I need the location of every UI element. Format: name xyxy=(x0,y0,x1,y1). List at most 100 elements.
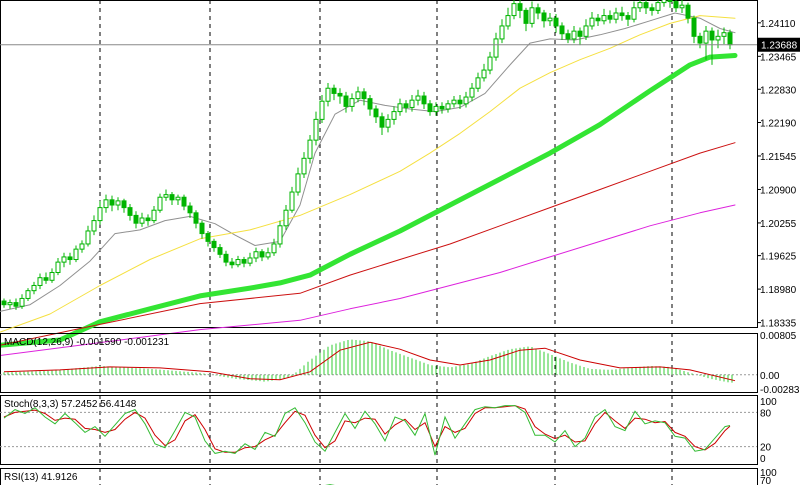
candle-body xyxy=(649,7,655,11)
sma_longest-line xyxy=(0,204,736,356)
candle-body xyxy=(547,17,553,22)
candle-body xyxy=(433,105,439,113)
candle-body xyxy=(469,87,475,98)
price-panel: 1.24110 1.23465 1.22830 1.22190 1.21545 1.209… xyxy=(0,0,800,356)
candle-body xyxy=(535,7,541,14)
y-tick-label: 1.20900 xyxy=(760,185,797,196)
y-tick-label: 1.18335 xyxy=(760,319,797,330)
candle-body xyxy=(439,105,445,110)
price-frame xyxy=(0,0,758,328)
macd-tick-label: 0.00805 xyxy=(760,331,797,342)
macd-tick-label: 0.00 xyxy=(760,371,780,382)
candle-body xyxy=(415,95,421,101)
y-tick-label: 1.18980 xyxy=(760,285,797,296)
candle-body xyxy=(697,35,703,44)
rsi-frame xyxy=(0,468,758,486)
candle-body xyxy=(25,290,31,299)
candle-body xyxy=(679,4,685,9)
candle-body xyxy=(613,12,619,20)
candle-body xyxy=(67,256,73,261)
y-tick-label: 1.24110 xyxy=(760,19,796,30)
candle-body xyxy=(103,199,109,209)
candle-body xyxy=(517,3,523,11)
candle-body xyxy=(181,196,187,207)
candle-body xyxy=(631,7,637,20)
candle-body xyxy=(43,277,49,281)
current-price-label: 1.23688 xyxy=(761,41,798,52)
candle-body xyxy=(19,297,25,307)
candle-body xyxy=(277,225,283,245)
candle-body xyxy=(331,87,337,94)
candle-body xyxy=(421,95,427,105)
candle-body xyxy=(379,116,385,128)
candle-body xyxy=(79,243,85,250)
current-price-box xyxy=(758,37,800,52)
candle-body xyxy=(133,214,139,224)
sma_slow-line xyxy=(0,53,738,348)
candle-body xyxy=(607,15,613,20)
candle-body xyxy=(565,33,571,40)
candle-body xyxy=(265,252,271,258)
candle-body xyxy=(463,96,469,105)
candle-body xyxy=(343,95,349,107)
candle-body xyxy=(721,32,727,37)
candle-body xyxy=(253,251,259,259)
candle-body xyxy=(703,30,709,44)
y-tick-label: 1.19625 xyxy=(760,252,797,263)
candle-body xyxy=(31,284,37,292)
candle-body xyxy=(505,15,511,27)
candle-body xyxy=(85,230,91,245)
candle-body xyxy=(385,118,391,128)
candle-body xyxy=(685,4,691,19)
candle-body xyxy=(589,17,595,27)
macd-panel: MACD(12,26,9) -0.001590 -0.001231 0.00805… xyxy=(0,331,800,396)
candle-body xyxy=(661,0,667,4)
candle-body xyxy=(625,15,631,20)
candle-body xyxy=(247,257,253,264)
candle-body xyxy=(709,30,715,41)
candle-body xyxy=(691,17,697,37)
candle-body xyxy=(193,212,199,224)
y-tick-label: 1.22830 xyxy=(760,85,797,96)
candle-body xyxy=(319,100,325,120)
y-tick-label: 1.23465 xyxy=(760,52,797,63)
candle-body xyxy=(727,32,733,46)
candle-body xyxy=(457,99,463,105)
stoch-tick-label: 0 xyxy=(760,454,766,465)
candle-body xyxy=(199,222,205,235)
candle-body xyxy=(583,25,589,37)
candle-body xyxy=(643,2,649,9)
candle-body xyxy=(493,38,499,58)
candle-body xyxy=(217,247,223,255)
candle-body xyxy=(511,3,517,17)
candle-body xyxy=(553,17,559,27)
candle-body xyxy=(1,300,7,306)
candle-body xyxy=(157,196,163,211)
candle-body xyxy=(37,277,43,286)
rsi-tick-label: 100 xyxy=(760,468,777,479)
candle-body xyxy=(205,233,211,242)
candle-body xyxy=(283,209,289,227)
candle-body xyxy=(301,157,307,175)
candle-body xyxy=(121,200,127,209)
candle-body xyxy=(163,194,169,198)
candle-body xyxy=(595,17,601,22)
rsi-tick-label: 70 xyxy=(760,476,772,485)
rsi-label: RSI(13) 41.9126 xyxy=(4,472,78,483)
candle-body xyxy=(667,0,673,3)
candle-body xyxy=(289,191,295,211)
candle-body xyxy=(97,207,103,222)
candle-body xyxy=(655,2,661,11)
macd-label: MACD(12,26,9) -0.001590 -0.001231 xyxy=(4,337,170,348)
candle-body xyxy=(307,139,313,159)
candle-body xyxy=(601,15,607,22)
candle-body xyxy=(61,256,67,263)
candle-body xyxy=(427,103,433,113)
candle-body xyxy=(349,98,355,107)
candle-body xyxy=(115,200,121,206)
candle-body xyxy=(271,243,277,254)
macd-frame xyxy=(0,333,758,393)
y-tick-label: 1.22190 xyxy=(760,118,797,129)
